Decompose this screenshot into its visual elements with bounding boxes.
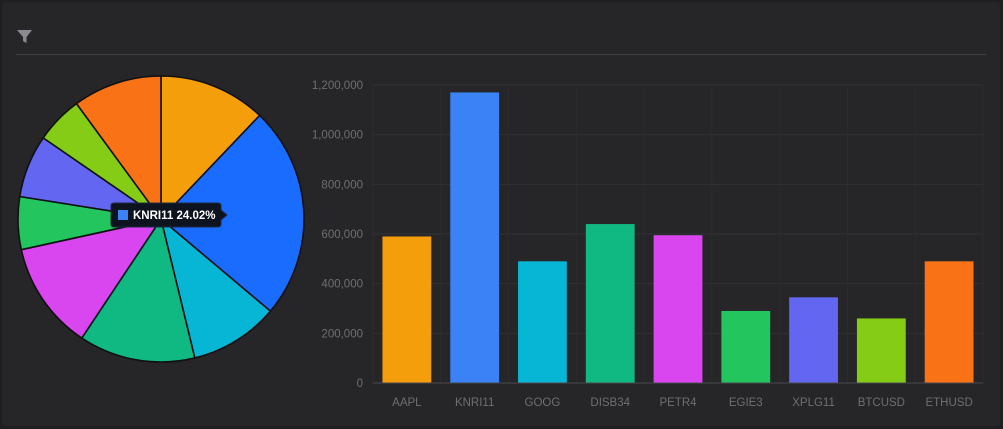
x-tick-label: EGIE3	[729, 397, 763, 409]
tooltip-label: KNRI11 24.02%	[133, 210, 215, 222]
bar-egie3[interactable]	[721, 310, 771, 383]
pie-tooltip: KNRI11 24.02%	[110, 202, 228, 228]
bar-petr4[interactable]	[653, 235, 703, 383]
x-tick-label: GOOG	[525, 397, 561, 409]
y-tick-label: 0	[357, 378, 363, 390]
pie-slice-knri11[interactable]	[159, 114, 305, 313]
x-tick-label: KNRI11	[455, 397, 494, 409]
x-tick-label: BTCUSD	[858, 397, 905, 409]
y-tick-label: 600,000	[321, 229, 363, 241]
bar-chart: 0 200,000 400,000 600,000 800,000 1,000,000 1,…	[312, 80, 984, 409]
pie-slice-aapl[interactable]	[160, 75, 261, 221]
filter-icon[interactable]	[16, 28, 34, 46]
x-tick-label: ETHUSD	[925, 397, 972, 409]
tooltip-swatch	[118, 210, 128, 220]
pie-chart	[17, 75, 305, 363]
y-tick-label: 1,200,000	[312, 80, 363, 92]
bar-aapl[interactable]	[382, 236, 432, 383]
pie-slice-petr4[interactable]	[20, 217, 163, 340]
bar-knri11[interactable]	[450, 92, 500, 383]
y-tick-label: 200,000	[321, 328, 363, 340]
pie-slice-disb34[interactable]	[80, 217, 196, 363]
x-tick-label: XPLG11	[792, 397, 835, 409]
x-tick-label: DISB34	[590, 397, 630, 409]
bar-xplg11[interactable]	[789, 297, 838, 383]
bar-btcusd[interactable]	[856, 318, 906, 383]
panel-header	[16, 24, 986, 55]
bar-ethusd[interactable]	[924, 261, 974, 383]
y-tick-label: 1,000,000	[312, 130, 363, 142]
y-tick-label: 400,000	[321, 279, 363, 291]
tooltip-background	[110, 202, 228, 228]
x-tick-label: PETR4	[659, 397, 697, 409]
y-tick-label: 800,000	[321, 179, 363, 191]
bar-disb34[interactable]	[585, 224, 635, 383]
bar-goog[interactable]	[518, 261, 567, 383]
pie-slice-ethusd[interactable]	[75, 75, 162, 222]
x-tick-label: AAPL	[392, 397, 422, 409]
pie-slice-goog[interactable]	[159, 216, 272, 359]
